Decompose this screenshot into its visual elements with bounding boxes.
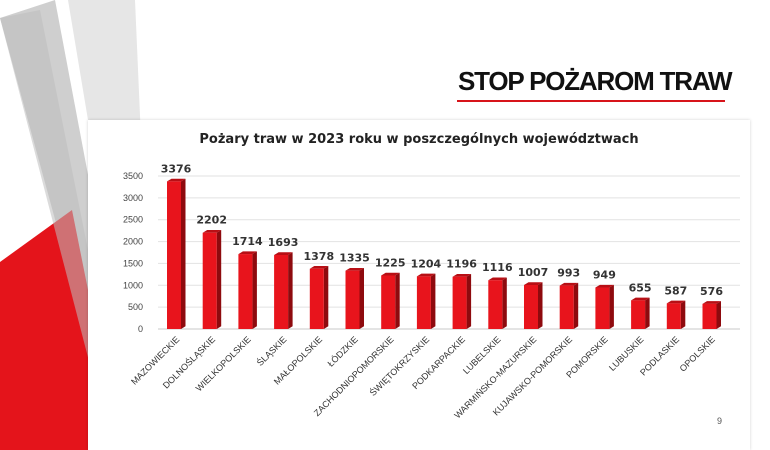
y-tick-label: 3000 [123,193,143,203]
bar [309,268,324,329]
bar-top [702,301,721,304]
bar [559,285,574,329]
bar [238,254,253,329]
bar-top [345,267,364,271]
bar-side [430,273,436,329]
bar-side [181,178,186,329]
bar [702,303,717,329]
bar [488,280,503,329]
y-tick-label: 3500 [123,171,143,181]
bar-top [238,251,257,255]
data-label: 1204 [411,257,442,270]
data-label: 1196 [446,258,477,271]
data-label: 587 [664,284,687,297]
x-tick-label: ŚLĄSKIE [254,334,288,368]
y-tick-label: 1000 [123,280,143,290]
bar-top [452,274,472,277]
bar [202,232,217,329]
bar [416,276,431,329]
data-label: 1378 [303,250,334,263]
bar-side [645,297,650,329]
bar [631,300,646,329]
data-label: 655 [629,281,652,294]
bar [381,275,396,329]
bar-top [524,282,543,285]
data-label: 1116 [482,261,513,274]
page-number: 9 [717,416,723,426]
bar-side [288,252,293,329]
bar-top [631,297,650,301]
data-label: 3376 [161,162,192,175]
bar-top [309,266,329,269]
bar [595,287,610,329]
x-tick-label: OPOLSKIE [678,334,717,373]
bar [274,254,289,329]
y-tick-label: 500 [128,302,143,312]
x-tick-label: LUBUSKIE [607,334,646,373]
bar-side [609,284,614,329]
bar-top [274,252,293,255]
chart-title: Pożary traw w 2023 roku w poszczególnych… [199,132,639,147]
bar-side [466,274,472,329]
bar-side [216,230,222,329]
title-underline [457,100,725,102]
bar-side [252,251,257,329]
bar-top [666,300,686,304]
bar-top [416,273,436,277]
bar-side [716,301,721,329]
bar-side [680,300,686,329]
data-label: 1007 [518,266,549,279]
bar [167,181,181,329]
bar-side [538,282,543,329]
bar-side [359,267,364,329]
bar-top [381,272,400,276]
bar-top [202,230,222,233]
x-tick-label: ŚWIĘTOKRZYSKIE [367,334,431,398]
y-tick-label: 0 [138,324,143,334]
y-tick-label: 2500 [123,215,143,225]
data-label: 1335 [339,252,370,265]
bar-top [488,277,507,281]
bar-top [559,282,579,286]
slide-title: STOP POŻAROM TRAW [458,66,733,96]
bar-top [595,284,614,288]
data-label: 1225 [375,256,406,269]
bar-top [167,178,186,182]
bar [666,303,681,329]
bar [345,270,360,329]
bar-side [573,282,579,329]
bar-side [395,272,400,329]
y-tick-label: 2000 [123,237,143,247]
data-label: 1714 [232,235,263,248]
y-tick-label: 1500 [123,258,143,268]
data-label: 1693 [268,236,299,249]
data-label: 2202 [196,214,227,227]
bar-side [323,266,329,329]
bar [452,276,467,329]
data-label: 993 [557,267,580,280]
data-label: 576 [700,285,723,298]
x-tick-label: ŁÓDZKIE [326,334,360,368]
bar-side [502,277,507,329]
bar [524,284,538,329]
data-label: 949 [593,269,616,282]
